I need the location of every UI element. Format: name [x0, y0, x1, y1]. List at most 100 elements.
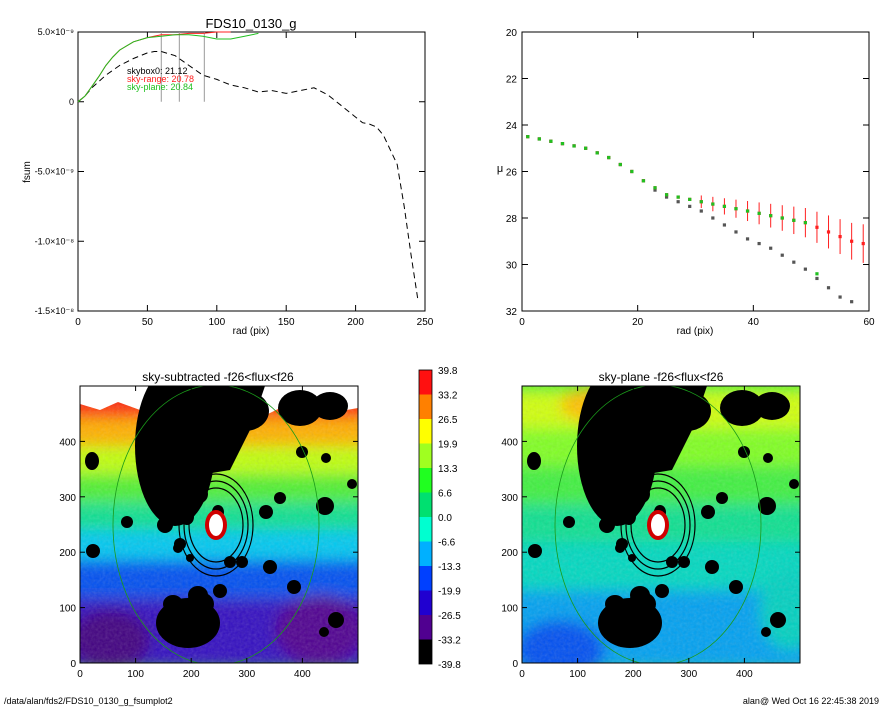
- sky-plane-y-tick-label: 200: [501, 548, 518, 559]
- profile-point: [792, 218, 796, 222]
- footer-user-timestamp: alan@ Wed Oct 16 22:45:38 2019: [742, 696, 879, 706]
- fsum-y-tick-label: 5.0×10⁻⁹: [38, 27, 75, 37]
- profile-point: [838, 235, 842, 239]
- fsum-ylabel: fsum: [22, 161, 33, 183]
- sky-plane-source-mask: [599, 517, 615, 533]
- sky-subtracted-y-tick-label: 0: [70, 659, 76, 670]
- sky-subtracted-source-mask: [157, 517, 173, 533]
- fsum-title: FDS10_0130_g: [205, 16, 296, 31]
- sky-plane-x-tick-label: 400: [736, 669, 753, 680]
- colorbar-swatch: [419, 492, 432, 517]
- sky-plane-source-mask: [720, 390, 764, 426]
- sky-subtracted-source-mask: [316, 497, 334, 515]
- sky-subtracted-source-mask: [312, 392, 348, 420]
- profile-point: [734, 230, 738, 234]
- profile-point: [769, 214, 773, 218]
- fsum-annotation-skybox0: skybox0: 21.12: [127, 66, 188, 76]
- sky-plane-frame: [521, 385, 801, 664]
- profile-point: [526, 135, 530, 139]
- fsum-x-tick-label: 150: [278, 317, 295, 328]
- profile-x-tick-label: 20: [632, 317, 644, 328]
- fsum-x-ticks: 0 50 100 150 200 250: [75, 32, 434, 328]
- sky-subtracted-source-mask: [278, 390, 322, 426]
- colorbar-label: 33.2: [438, 391, 458, 402]
- profile-point: [699, 200, 703, 204]
- sky-subtracted-frame: [79, 385, 359, 664]
- profile-y-tick-label: 30: [506, 261, 518, 272]
- sky-plane-source-mask: [592, 386, 707, 475]
- sky-subtracted-x-tick-label: 0: [77, 669, 83, 680]
- sky-plane-source-mask: [763, 453, 773, 463]
- sky-subtracted-source-mask: [321, 453, 331, 463]
- colorbar-label: 19.9: [438, 440, 458, 451]
- fsum-y-tick-label: 0: [69, 97, 74, 107]
- profile-y-tick-label: 28: [506, 214, 518, 225]
- fsum-y-tick-label: -1.0×10⁻⁸: [35, 236, 75, 246]
- sky-plane-y-tick-label: 400: [501, 437, 518, 448]
- fsum-y-ticks: 5.0×10⁻⁹ 0 -5.0×10⁻⁹ -1.0×10⁻⁸ -1.5×10⁻⁸: [35, 27, 425, 316]
- fsum-x-tick-label: 250: [417, 317, 434, 328]
- sky-plane-source-mask: [528, 544, 542, 558]
- profile-point: [699, 209, 703, 213]
- colorbar-swatch: [419, 590, 432, 615]
- colorbar-frame: [418, 369, 433, 665]
- colorbar-label: 13.3: [438, 464, 458, 475]
- profile-point: [815, 276, 819, 281]
- profile-point: [722, 204, 727, 208]
- colorbar-swatch: [419, 639, 432, 664]
- profile-point: [757, 241, 761, 246]
- sky-subtracted-source-mask: [263, 560, 277, 574]
- profile-y-tick-label: 20: [506, 28, 518, 39]
- profile-y-tick-label: 26: [506, 168, 518, 179]
- profile-x-ticks: 0 20 40 60: [519, 32, 875, 328]
- profile-plot-frame: [521, 31, 870, 312]
- colorbar-label: 26.5: [438, 415, 458, 426]
- sky-plane-title: sky-plane -f26<flux<f26: [599, 370, 724, 384]
- profile-point: [757, 211, 761, 215]
- profile-ylabel: μ: [497, 163, 503, 175]
- profile-point: [630, 169, 634, 174]
- profile-point: [549, 139, 553, 143]
- colorbar-swatch: [419, 394, 432, 419]
- profile-point: [537, 137, 541, 141]
- footer-filepath: /data/alan/fds2/FDS10_0130_g_fsumplot2: [4, 696, 173, 706]
- profile-x-tick-label: 60: [863, 317, 875, 328]
- profile-point: [780, 253, 784, 257]
- fsum-chart: FDS10_0130_g 0 50 100 150 200 250 5.0×10⁻⁹ 0 -5…: [22, 16, 434, 337]
- sky-subtracted-image-panel: sky-subtracted -f26<flux<f26: [59, 370, 359, 680]
- profile-point: [688, 197, 692, 201]
- profile-point: [826, 286, 831, 290]
- colorbar-swatch: [419, 615, 432, 640]
- sky-plane-source-mask: [615, 509, 625, 519]
- profile-point: [861, 241, 865, 246]
- profile-point: [769, 246, 773, 250]
- sky-subtracted-source-mask: [150, 386, 265, 475]
- colorbar-swatch: [419, 468, 432, 493]
- sky-subtracted-x-tick-label: 200: [183, 669, 200, 680]
- fsum-x-tick-label: 200: [347, 317, 364, 328]
- profile-point: [688, 204, 692, 208]
- sky-subtracted-source-mask: [85, 452, 99, 470]
- fsum-x-tick-label: 100: [208, 317, 225, 328]
- sky-subtracted-source-mask: [347, 479, 357, 489]
- profile-y-tick-label: 24: [506, 121, 518, 132]
- fsum-y-tick-label: -1.5×10⁻⁸: [35, 306, 75, 316]
- sky-plane-source-mask: [789, 479, 799, 489]
- sky-plane-source-mask: [563, 516, 575, 528]
- sky-plane-source-mask: [628, 554, 636, 562]
- colorbar-label: 39.8: [438, 366, 458, 377]
- sky-subtracted-y-tick-label: 400: [59, 437, 76, 448]
- sky-subtracted-source-mask: [192, 485, 208, 503]
- sky-subtracted-title: sky-subtracted -f26<flux<f26: [142, 370, 294, 384]
- profile-series-group: [526, 135, 865, 304]
- sky-subtracted-y-tick-label: 300: [59, 493, 76, 504]
- fsum-x-tick-label: 0: [75, 317, 81, 328]
- profile-point: [803, 221, 807, 225]
- profile-point: [745, 209, 750, 213]
- profile-point: [595, 151, 599, 155]
- profile-point: [838, 295, 842, 299]
- sky-plane-x-tick-label: 0: [519, 669, 525, 680]
- sky-plane-source-masks: [527, 386, 799, 648]
- profile-point: [653, 188, 657, 192]
